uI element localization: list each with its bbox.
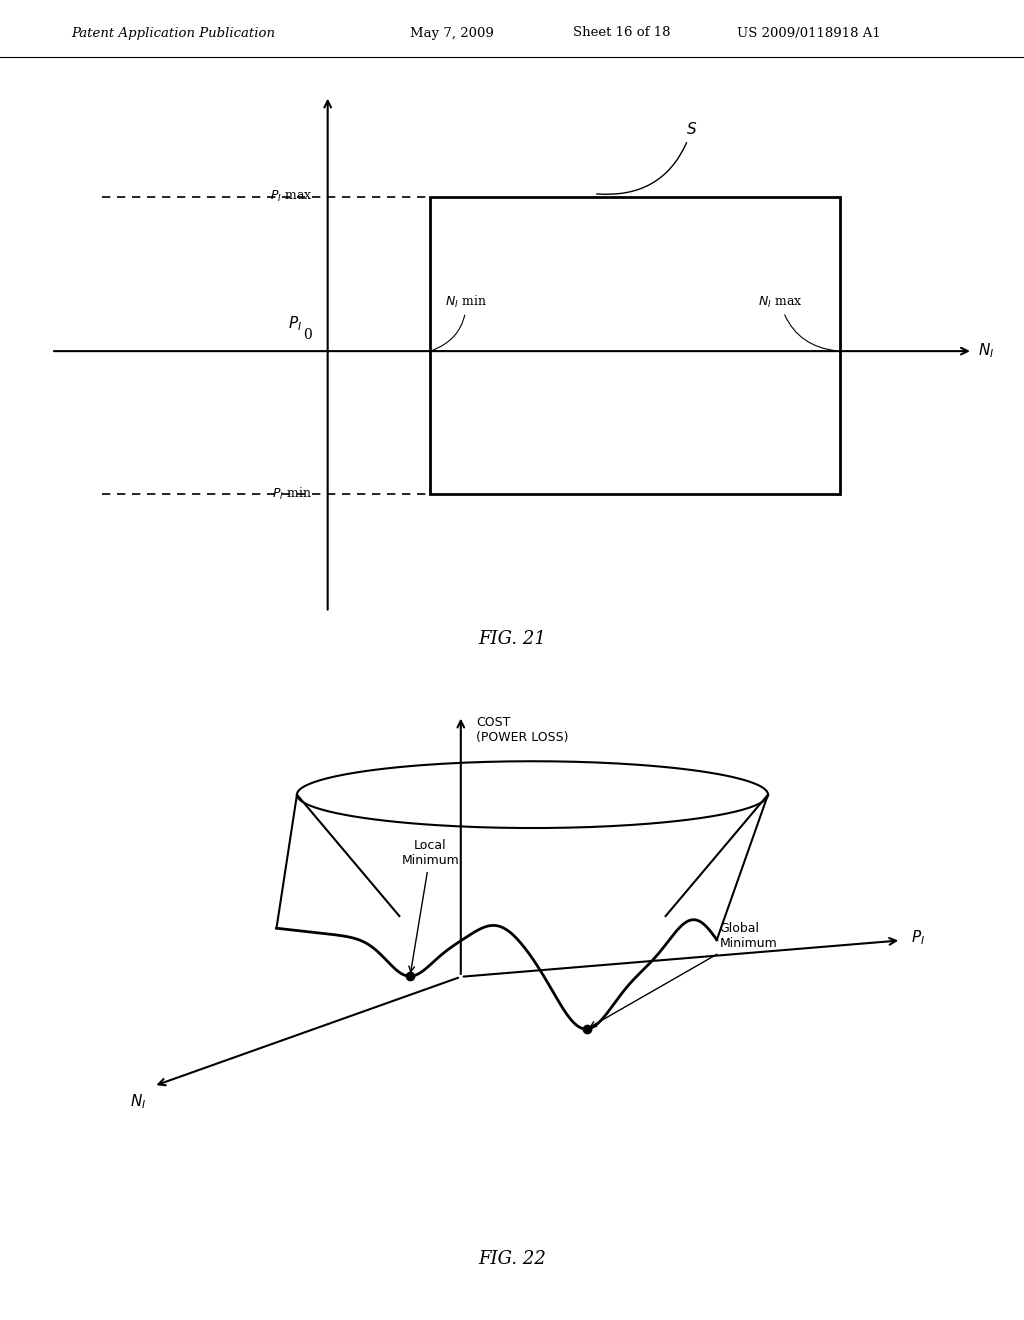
Text: 0: 0 bbox=[303, 329, 312, 342]
Text: Global
Minimum: Global Minimum bbox=[590, 923, 777, 1027]
Bar bbox=[430, 197, 840, 494]
Text: $S$: $S$ bbox=[597, 121, 697, 194]
Text: US 2009/0118918 A1: US 2009/0118918 A1 bbox=[737, 26, 881, 40]
Text: $N_I$ min: $N_I$ min bbox=[433, 293, 487, 350]
Text: $P_I$ min: $P_I$ min bbox=[272, 486, 312, 502]
Text: Sheet 16 of 18: Sheet 16 of 18 bbox=[573, 26, 671, 40]
Text: Local
Minimum: Local Minimum bbox=[401, 840, 460, 972]
Text: FIG. 22: FIG. 22 bbox=[478, 1250, 546, 1269]
Text: Patent Application Publication: Patent Application Publication bbox=[72, 26, 275, 40]
Text: $P_I$ max: $P_I$ max bbox=[269, 189, 312, 205]
Text: $N_I$ max: $N_I$ max bbox=[758, 294, 837, 351]
Text: $N_I$: $N_I$ bbox=[978, 342, 994, 360]
Text: May 7, 2009: May 7, 2009 bbox=[410, 26, 494, 40]
Text: $P_I$: $P_I$ bbox=[911, 928, 926, 946]
Text: COST
(POWER LOSS): COST (POWER LOSS) bbox=[476, 715, 568, 743]
Text: FIG. 21: FIG. 21 bbox=[478, 630, 546, 648]
Text: $P_I$: $P_I$ bbox=[288, 314, 302, 333]
Text: $N_I$: $N_I$ bbox=[130, 1092, 146, 1111]
